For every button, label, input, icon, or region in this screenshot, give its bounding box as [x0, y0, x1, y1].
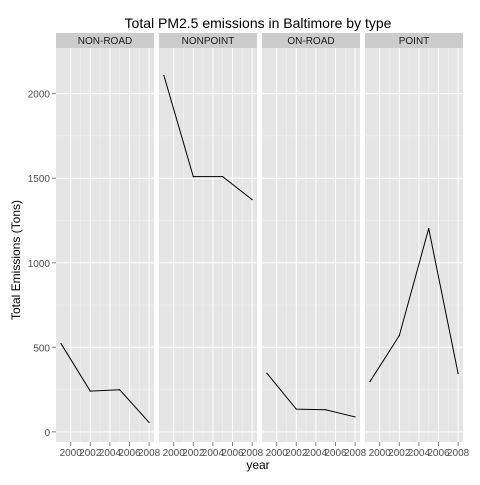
- x-tick-label: 2006: [324, 448, 347, 459]
- facet-strip-label: NON-ROAD: [78, 36, 132, 47]
- facet-strip-label: POINT: [399, 36, 430, 47]
- facet-strip-label: NONPOINT: [182, 36, 235, 47]
- x-tick-label: 2004: [408, 448, 431, 459]
- data-point: [398, 334, 400, 337]
- data-point: [325, 409, 327, 411]
- facet-strip: [56, 33, 154, 48]
- x-tick-label: 2008: [447, 448, 470, 459]
- x-tick-label: 2002: [79, 448, 102, 459]
- x-tick-label: 2002: [388, 448, 411, 459]
- data-point: [369, 381, 371, 383]
- series-line-non-road: [60, 343, 150, 423]
- facet-panels: NON-ROAD20002002200420062008NONPOINT2000…: [56, 33, 470, 459]
- data-point: [192, 175, 194, 178]
- x-tick-label: 2006: [221, 448, 244, 459]
- x-tick-label: 2008: [138, 448, 161, 459]
- data-point: [457, 372, 459, 375]
- data-point: [119, 389, 121, 391]
- x-tick-label: 2002: [182, 448, 205, 459]
- y-tick-label: 1000: [28, 259, 51, 270]
- chart-title: Total PM2.5 emissions in Baltimore by ty…: [125, 15, 392, 31]
- y-tick-label: 0: [44, 428, 50, 439]
- y-tick-label: 2000: [28, 90, 51, 101]
- x-tick-label: 2004: [305, 448, 328, 459]
- facet-strip: [262, 33, 360, 48]
- series-line-on-road: [266, 372, 356, 418]
- data-point: [295, 408, 297, 410]
- y-tick-label: 1500: [28, 174, 51, 185]
- data-point: [222, 175, 224, 178]
- panel-background: [262, 48, 360, 442]
- y-axis-label: Total Emissions (Tons): [9, 200, 23, 320]
- data-point: [251, 199, 253, 201]
- y-axis: 0 500 1000 1500 2000: [28, 90, 56, 439]
- x-tick-label: 2000: [163, 448, 186, 459]
- x-tick-label: 2006: [427, 448, 450, 459]
- x-tick-label: 2008: [241, 448, 264, 459]
- data-point: [354, 416, 356, 418]
- data-point: [266, 372, 268, 374]
- data-point: [148, 421, 150, 424]
- panel-background: [365, 48, 463, 442]
- y-tick-label: 500: [33, 343, 50, 354]
- x-tick-label: 2006: [118, 448, 141, 459]
- series-line-nonpoint: [163, 75, 253, 201]
- data-point: [428, 227, 430, 230]
- panel-background: [56, 48, 154, 442]
- x-tick-label: 2004: [99, 448, 122, 459]
- x-tick-label: 2000: [369, 448, 392, 459]
- data-point: [163, 74, 165, 77]
- data-point: [60, 342, 62, 345]
- data-point: [89, 390, 91, 392]
- x-tick-label: 2002: [285, 448, 308, 459]
- x-tick-label: 2008: [344, 448, 367, 459]
- x-tick-label: 2004: [202, 448, 225, 459]
- x-tick-label: 2000: [266, 448, 289, 459]
- x-tick-label: 2000: [60, 448, 83, 459]
- facet-strip: [365, 33, 463, 48]
- facet-strip-label: ON-ROAD: [287, 36, 334, 47]
- facet-strip: [159, 33, 257, 48]
- x-axis-label: year: [246, 458, 269, 472]
- series-line-point: [369, 228, 459, 382]
